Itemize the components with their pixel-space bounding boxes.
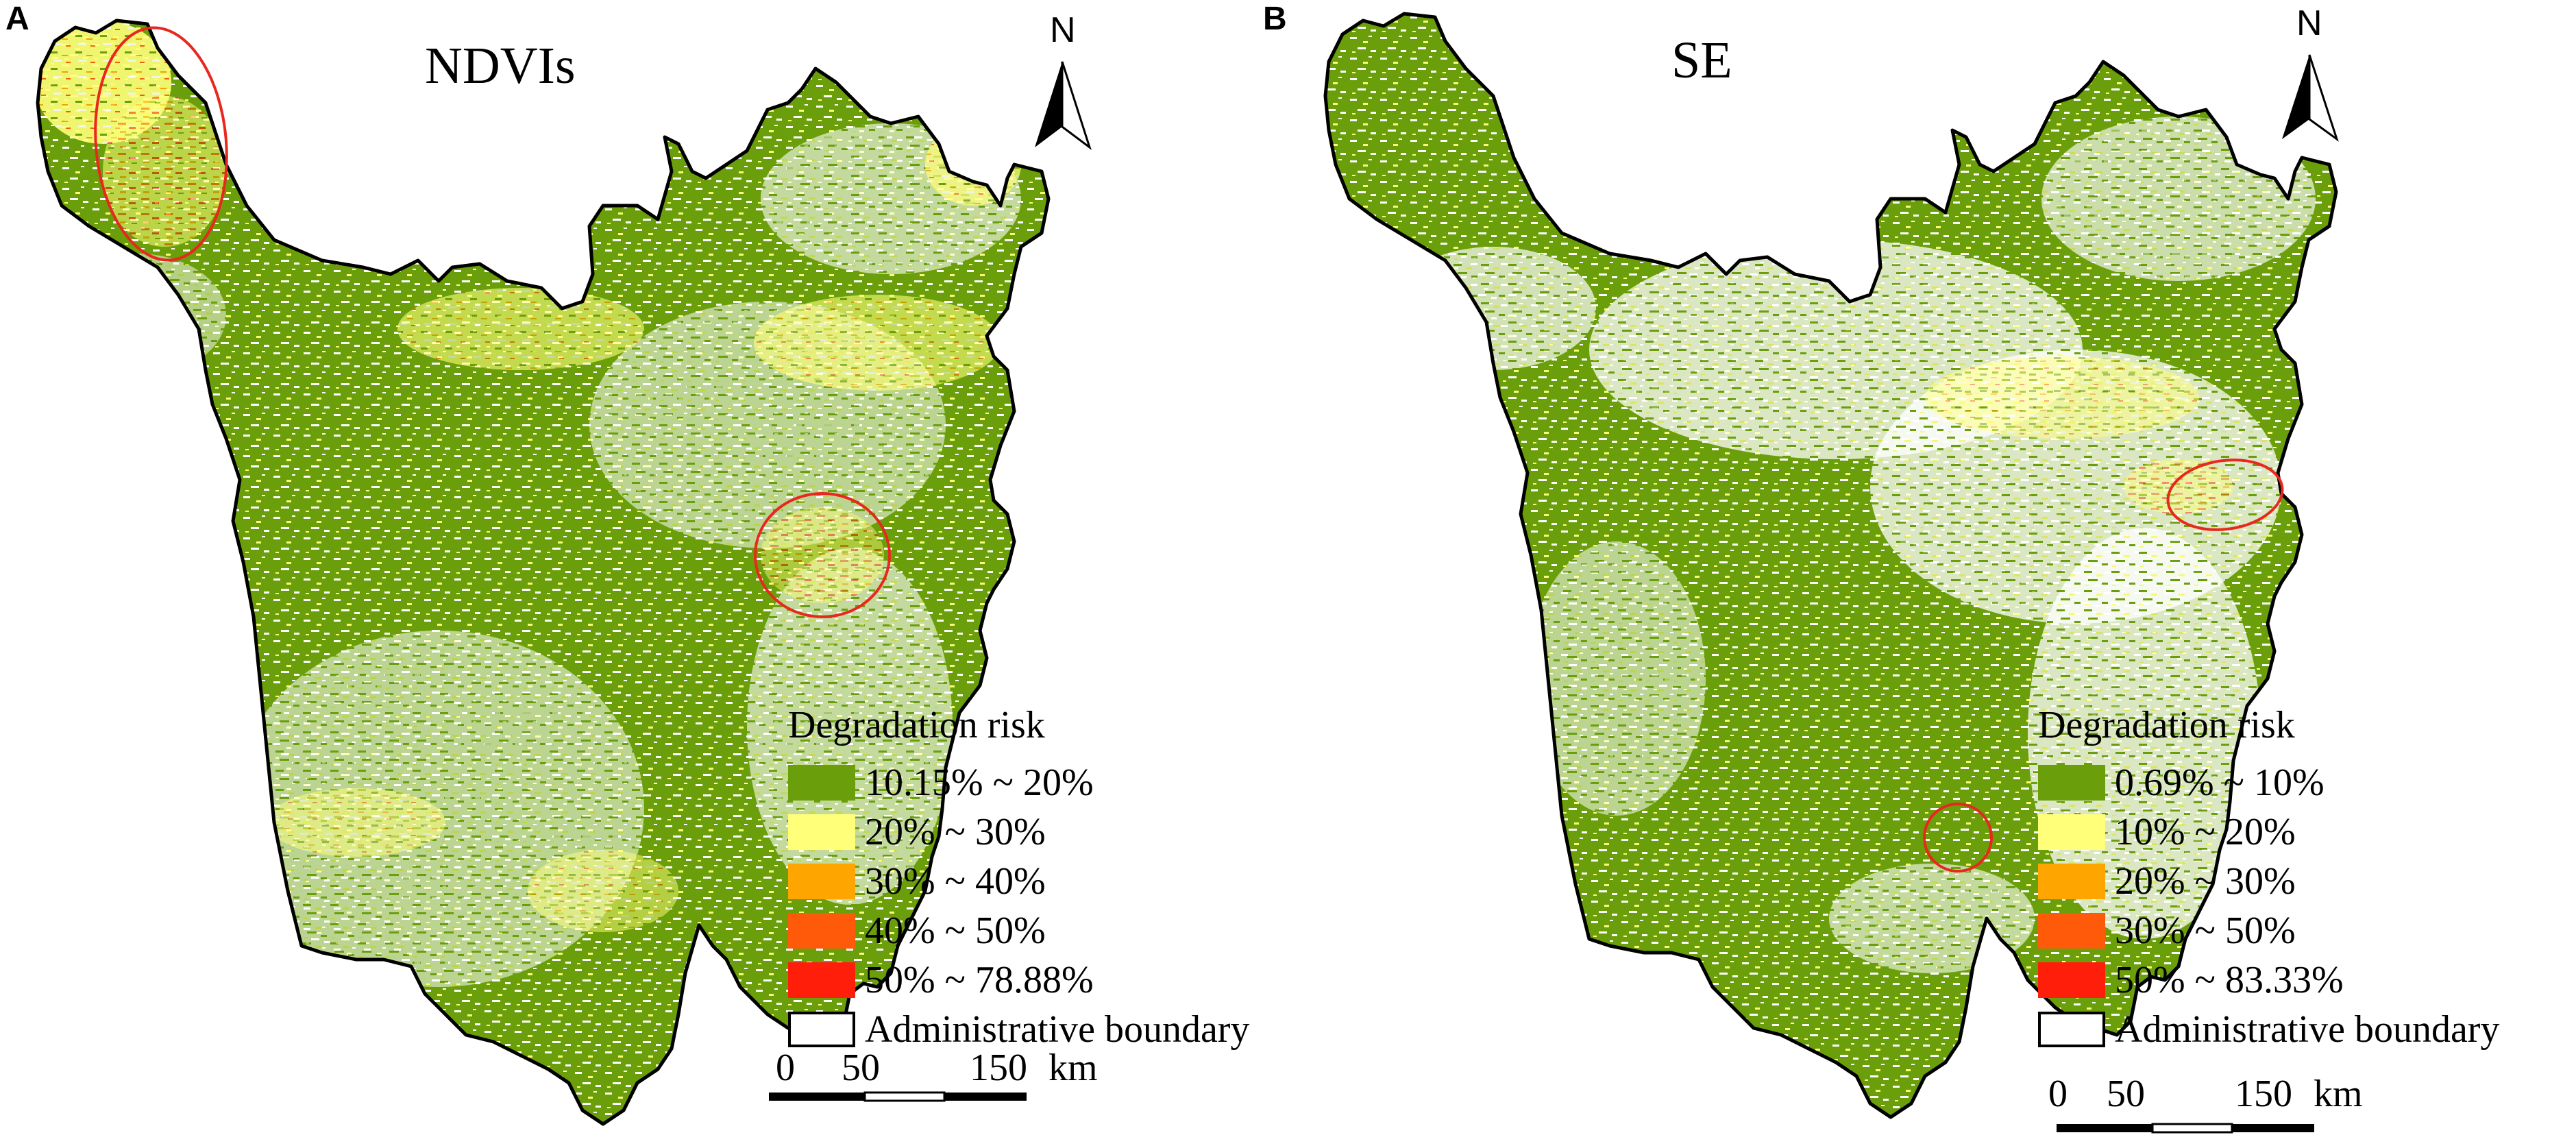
legend-item: 50% ~ 78.88% [788, 955, 1249, 1005]
highlight-circle-a-1 [94, 26, 228, 262]
highlight-circle-b-2 [1923, 803, 1993, 872]
scale-tick-150: 150 [2235, 1073, 2292, 1115]
highlight-circle-a-2 [754, 492, 891, 618]
scale-tick-0: 0 [2048, 1073, 2068, 1115]
legend-item: 10% ~ 20% [2038, 807, 2499, 857]
legend-label: 30% ~ 40% [865, 860, 1046, 903]
legend-item: 20% ~ 30% [2038, 857, 2499, 906]
legend-item-boundary: Administrative boundary [2038, 1005, 2499, 1054]
legend-swatch-boundary [788, 1012, 855, 1047]
scale-unit: km [1048, 1047, 1098, 1089]
scale-tick-150: 150 [970, 1047, 1027, 1089]
legend-label: Administrative boundary [2115, 1008, 2500, 1051]
legend-title: Degradation risk [2038, 704, 2295, 746]
legend-label: 20% ~ 30% [2115, 860, 2296, 903]
scale-tick-50: 50 [2107, 1073, 2145, 1115]
legend-item: 10.15% ~ 20% [788, 758, 1249, 807]
legend-label: 30% ~ 50% [2115, 910, 2296, 952]
legend-swatch-boundary [2038, 1012, 2105, 1047]
scale-bar-a [769, 1091, 1027, 1102]
north-arrow-icon [1035, 61, 1092, 151]
legend-swatch [2038, 913, 2105, 949]
legend-swatch [788, 913, 855, 949]
legend-label: 0.69% ~ 10% [2115, 761, 2324, 804]
legend-item: 0.69% ~ 10% [2038, 758, 2499, 807]
legend-swatch [2038, 765, 2105, 801]
legend-item-boundary: Administrative boundary [788, 1005, 1249, 1054]
legend-item: 30% ~ 50% [2038, 906, 2499, 955]
scale-tick-0: 0 [776, 1047, 795, 1089]
legend-label: 50% ~ 78.88% [865, 959, 1094, 1001]
legend-item: 20% ~ 30% [788, 807, 1249, 857]
map-title: NDVIs [425, 37, 576, 95]
scale-tick-50: 50 [842, 1047, 880, 1089]
scale-unit: km [2314, 1073, 2363, 1115]
legend-item: 30% ~ 40% [788, 857, 1249, 906]
legend-label: Administrative boundary [865, 1008, 1250, 1051]
legend-label: 40% ~ 50% [865, 910, 1046, 952]
legend-label: 10% ~ 20% [2115, 811, 2296, 853]
north-label: N [2296, 3, 2322, 43]
legend-a: Degradation risk 10.15% ~ 20% 20% ~ 30% … [788, 706, 1249, 1054]
map-panel-b: B SE N Degradation risk 0.69% ~ 10% 10% … [1263, 0, 2575, 1135]
legend-b: Degradation risk 0.69% ~ 10% 10% ~ 20% 2… [2038, 706, 2499, 1054]
legend-label: 50% ~ 83.33% [2115, 959, 2344, 1001]
legend-label: 20% ~ 30% [865, 811, 1046, 853]
north-label: N [1050, 10, 1076, 50]
legend-swatch [788, 962, 855, 998]
panel-letter: B [1263, 1, 1287, 37]
legend-swatch [788, 864, 855, 899]
legend-title: Degradation risk [788, 704, 1045, 746]
map-title: SE [1671, 32, 1732, 89]
legend-swatch [2038, 814, 2105, 850]
legend-swatch [2038, 962, 2105, 998]
north-arrow-icon [2282, 54, 2339, 142]
panel-letter: A [5, 1, 29, 37]
legend-item: 40% ~ 50% [788, 906, 1249, 955]
legend-swatch [788, 765, 855, 801]
highlight-circle-b-1 [2166, 459, 2284, 531]
map-canvas-a [0, 0, 1092, 1135]
legend-swatch [788, 814, 855, 850]
scale-bar-b [2057, 1123, 2314, 1134]
legend-label: 10.15% ~ 20% [865, 761, 1094, 804]
legend-swatch [2038, 864, 2105, 899]
map-canvas-b [1288, 0, 2339, 1134]
legend-item: 50% ~ 83.33% [2038, 955, 2499, 1005]
map-panel-a: A NDVIs N Degradation risk 10.15% ~ 20% … [0, 0, 1249, 1135]
